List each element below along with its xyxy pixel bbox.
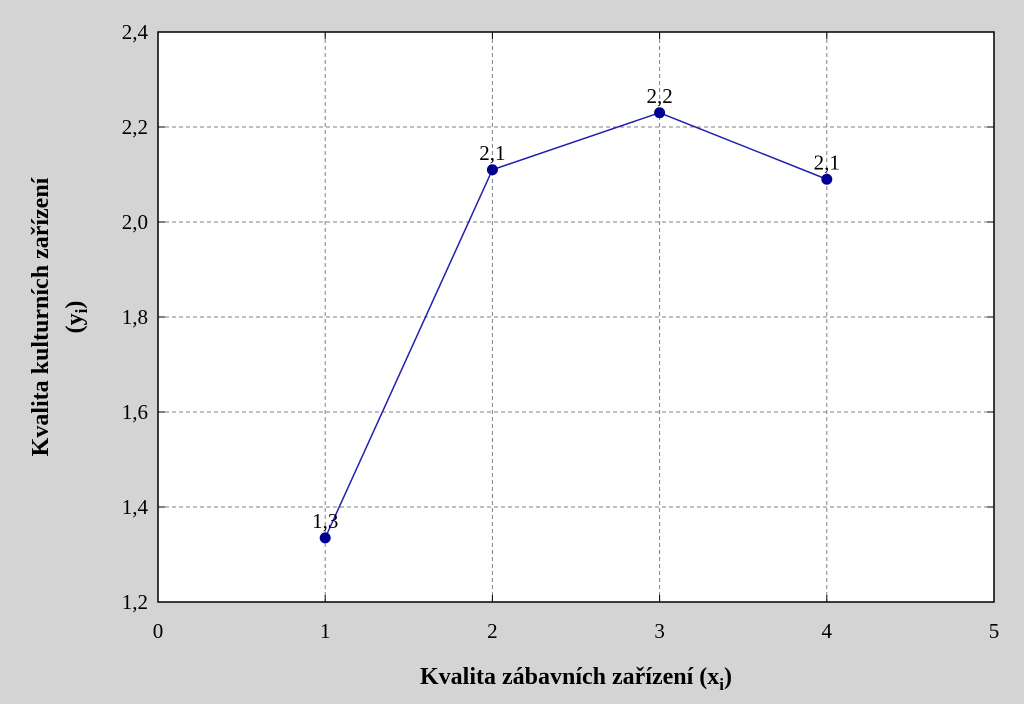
y-axis-title-symbol: (yi) (62, 301, 91, 334)
grid-lines (158, 32, 994, 602)
y-tick-label: 1,4 (122, 495, 149, 519)
x-tick-label: 4 (822, 619, 833, 643)
x-tick-label: 1 (320, 619, 331, 643)
axis-ticks: 0 1 2 3 4 5 1,2 1,4 1,6 1,8 2,0 2,2 2,4 (122, 20, 1000, 643)
y-tick-label: 1,2 (122, 590, 148, 614)
x-axis-title: Kvalita zábavních zařízení (xi) (420, 664, 732, 694)
x-tick-label: 2 (487, 619, 498, 643)
series-group (319, 107, 833, 544)
y-tick-label: 2,4 (122, 20, 149, 44)
x-tick-label: 0 (153, 619, 164, 643)
x-tick-label: 3 (654, 619, 665, 643)
y-tick-label: 1,8 (122, 305, 148, 329)
data-labels: 1,3 2,1 2,2 2,1 (312, 84, 840, 533)
y-axis-title: Kvalita kulturních zařízení (28, 177, 54, 456)
y-tick-label: 2,0 (122, 210, 148, 234)
x-tick-label: 5 (989, 619, 1000, 643)
data-label: 1,3 (312, 509, 338, 533)
data-label: 2,2 (646, 84, 672, 108)
data-point (654, 107, 666, 119)
data-label: 2,1 (479, 141, 505, 165)
y-tick-label: 1,6 (122, 400, 148, 424)
data-point (319, 532, 331, 544)
data-label: 2,1 (814, 150, 840, 174)
series-line (324, 111, 828, 539)
data-point (821, 173, 833, 185)
data-point (486, 164, 498, 176)
y-tick-label: 2,2 (122, 115, 148, 139)
